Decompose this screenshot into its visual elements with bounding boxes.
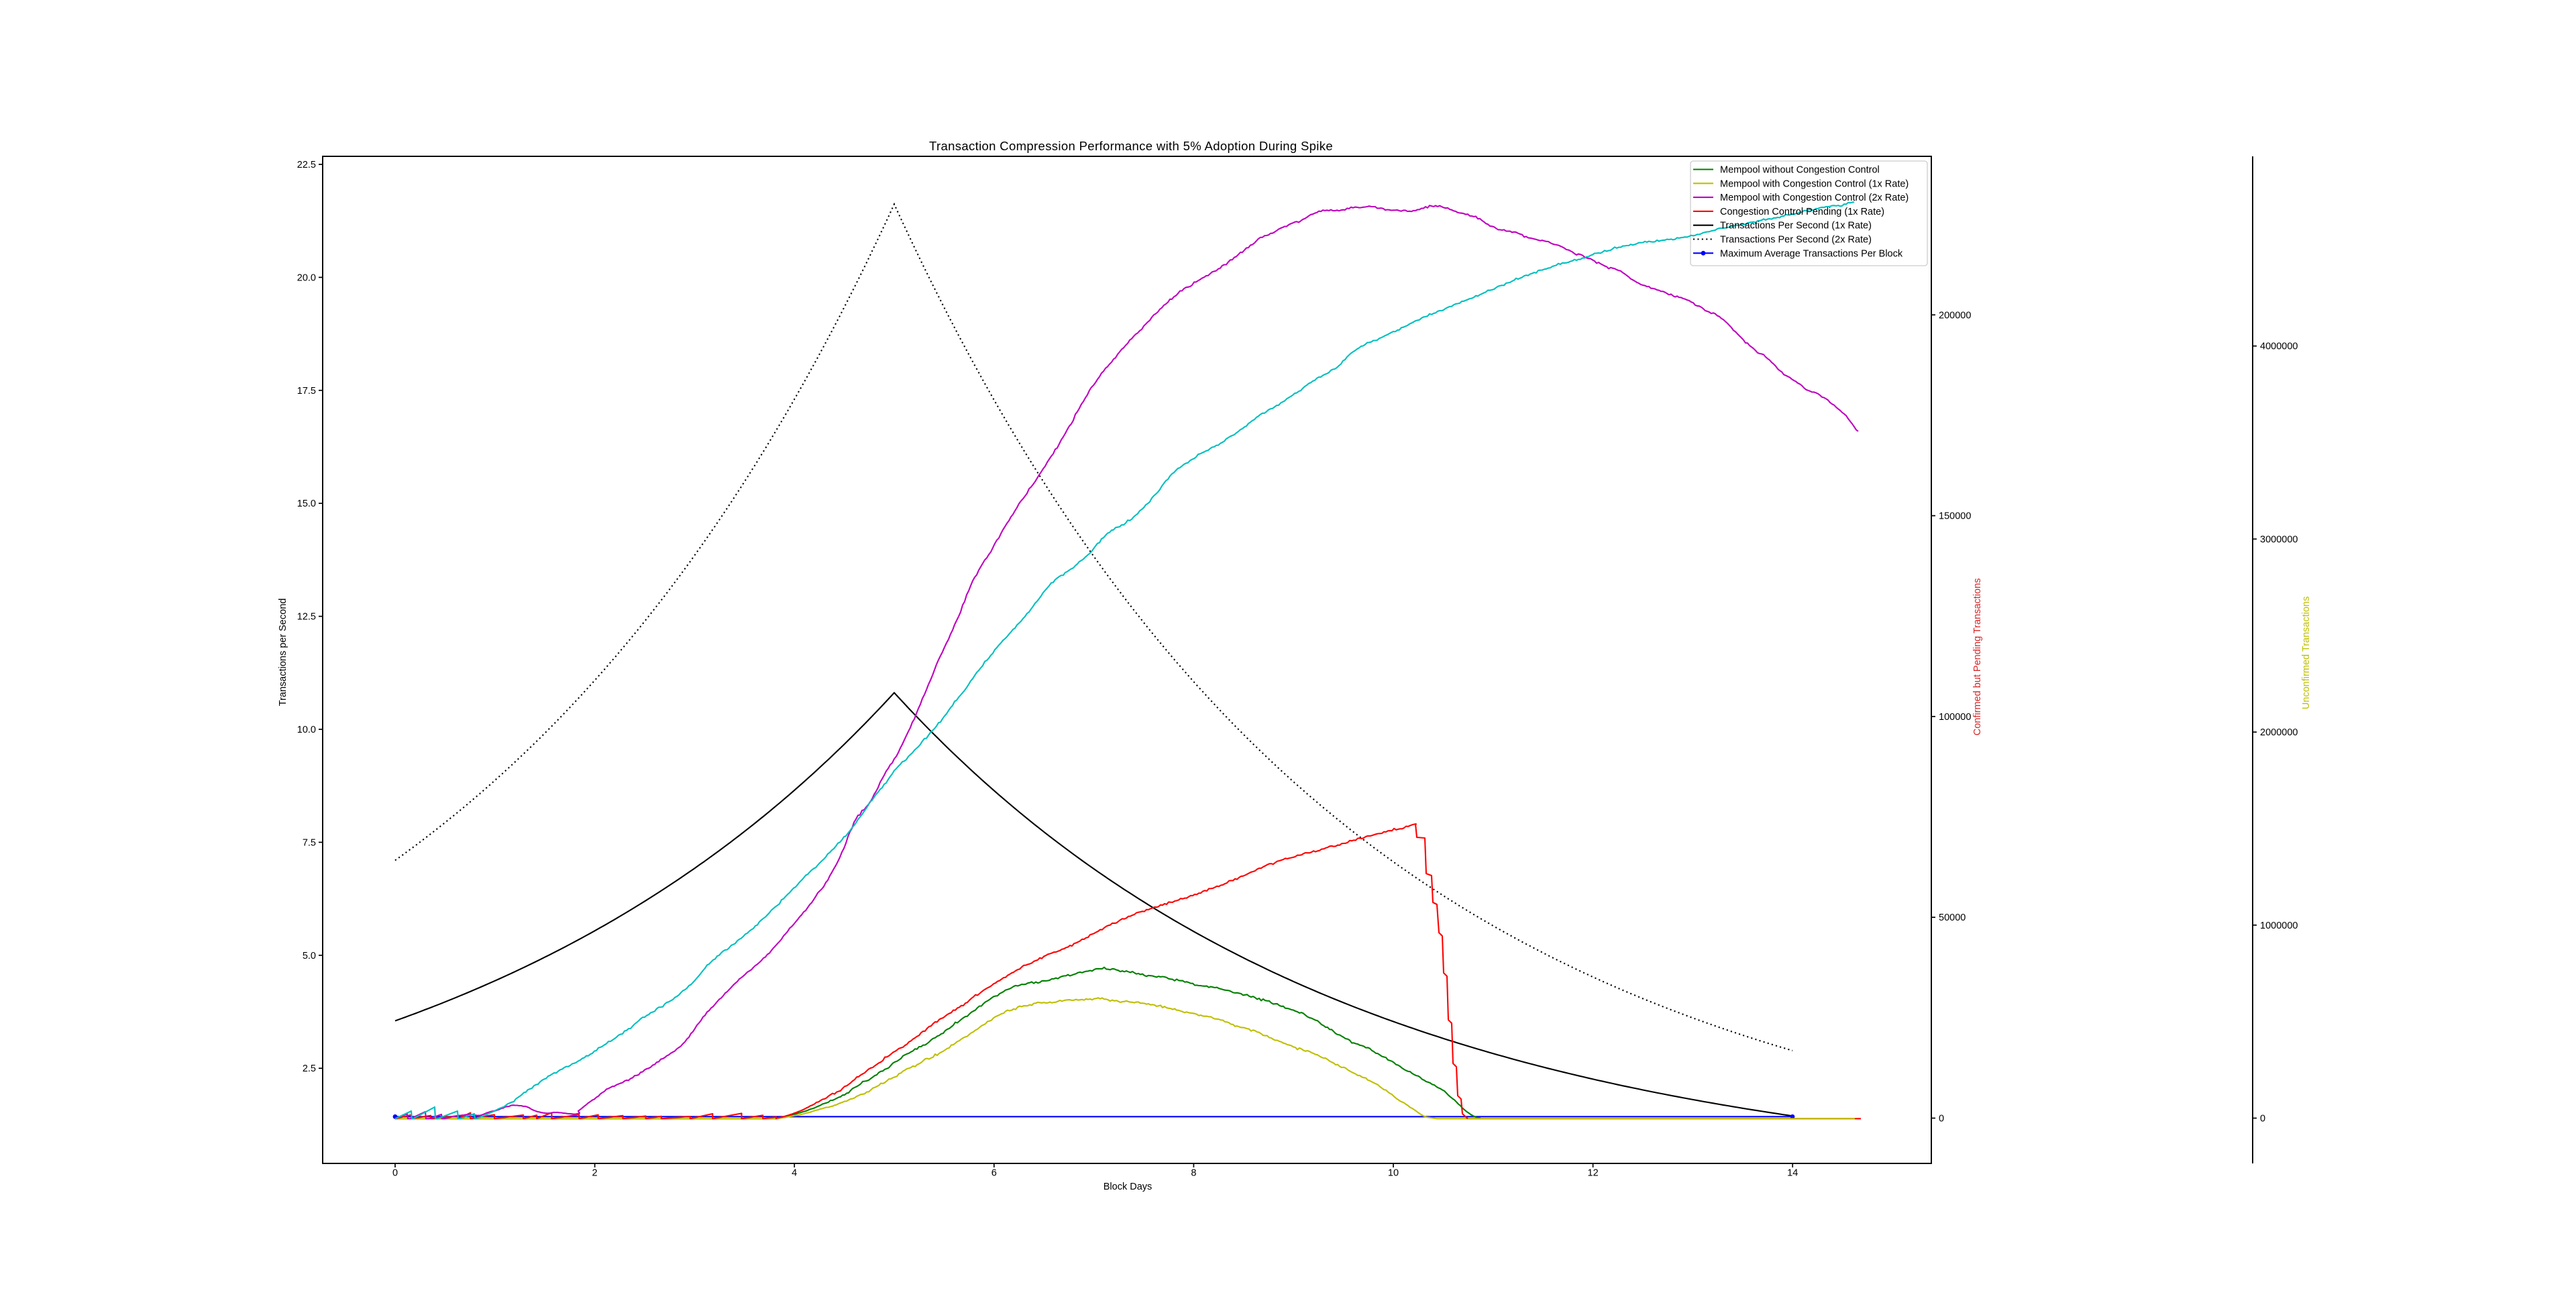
svg-text:14: 14 bbox=[1787, 1168, 1798, 1179]
svg-text:12: 12 bbox=[1588, 1168, 1599, 1179]
svg-text:Congestion Control Pending (1x: Congestion Control Pending (1x Rate) bbox=[1720, 207, 1884, 217]
svg-text:2000000: 2000000 bbox=[2260, 727, 2298, 738]
svg-text:Unconfirmed Transactions: Unconfirmed Transactions bbox=[2301, 596, 2312, 709]
svg-text:7.5: 7.5 bbox=[303, 837, 316, 848]
svg-text:Transaction Compression Perfor: Transaction Compression Performance with… bbox=[929, 139, 1333, 153]
svg-text:10: 10 bbox=[1388, 1168, 1399, 1179]
svg-text:3000000: 3000000 bbox=[2260, 534, 2298, 545]
svg-text:22.5: 22.5 bbox=[297, 160, 316, 170]
svg-text:6: 6 bbox=[991, 1168, 997, 1179]
svg-text:Block Days: Block Days bbox=[1104, 1182, 1152, 1192]
svg-text:12.5: 12.5 bbox=[297, 612, 316, 623]
svg-text:4: 4 bbox=[792, 1168, 797, 1179]
svg-text:8: 8 bbox=[1191, 1168, 1196, 1179]
svg-text:2.5: 2.5 bbox=[303, 1063, 316, 1074]
svg-text:1000000: 1000000 bbox=[2260, 921, 2298, 931]
svg-text:50000: 50000 bbox=[1939, 912, 1966, 923]
svg-text:Transactions per Second: Transactions per Second bbox=[278, 598, 288, 707]
svg-text:200000: 200000 bbox=[1939, 310, 1971, 321]
svg-text:0: 0 bbox=[1939, 1114, 1944, 1125]
svg-text:15.0: 15.0 bbox=[297, 499, 316, 509]
svg-text:4000000: 4000000 bbox=[2260, 342, 2298, 352]
svg-text:Mempool without Congestion Con: Mempool without Congestion Control bbox=[1720, 165, 1880, 176]
svg-text:Maximum Average Transactions P: Maximum Average Transactions Per Block bbox=[1720, 248, 1903, 259]
svg-text:0: 0 bbox=[392, 1168, 398, 1179]
svg-text:10.0: 10.0 bbox=[297, 725, 316, 735]
svg-text:5.0: 5.0 bbox=[303, 951, 316, 961]
svg-text:Confirmed but Pending Transact: Confirmed but Pending Transactions bbox=[1972, 578, 1983, 736]
svg-text:100000: 100000 bbox=[1939, 712, 1971, 723]
svg-text:Transactions Per Second (2x Ra: Transactions Per Second (2x Rate) bbox=[1720, 235, 1872, 246]
svg-text:0: 0 bbox=[2260, 1114, 2265, 1125]
svg-text:17.5: 17.5 bbox=[297, 386, 316, 397]
svg-text:Transactions Per Second (1x Ra: Transactions Per Second (1x Rate) bbox=[1720, 221, 1872, 231]
svg-text:2: 2 bbox=[592, 1168, 598, 1179]
svg-text:Mempool with Congestion Contro: Mempool with Congestion Control (2x Rate… bbox=[1720, 193, 1909, 203]
svg-text:150000: 150000 bbox=[1939, 511, 1971, 522]
svg-text:Mempool with Congestion Contro: Mempool with Congestion Control (1x Rate… bbox=[1720, 178, 1909, 189]
svg-text:20.0: 20.0 bbox=[297, 272, 316, 283]
